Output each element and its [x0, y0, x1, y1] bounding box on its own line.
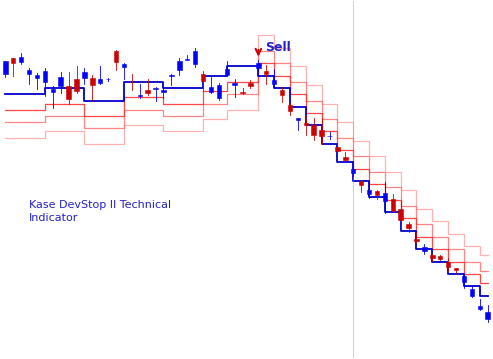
Bar — [280, 90, 284, 95]
Bar — [430, 255, 434, 258]
Bar — [390, 199, 395, 211]
Bar — [138, 95, 142, 96]
Bar — [470, 289, 474, 295]
Bar — [169, 75, 174, 76]
Bar — [67, 87, 71, 99]
Bar — [51, 89, 55, 92]
Bar — [122, 64, 126, 67]
Bar — [201, 74, 205, 81]
Bar — [59, 78, 63, 86]
Bar — [90, 78, 95, 84]
Bar — [161, 90, 166, 92]
Bar — [438, 256, 442, 259]
Bar — [414, 239, 419, 241]
Bar — [114, 51, 118, 62]
Bar — [454, 268, 458, 270]
Bar — [478, 306, 482, 309]
Bar — [232, 83, 237, 85]
Bar — [406, 224, 411, 228]
Bar — [351, 169, 355, 173]
Bar — [145, 90, 150, 93]
Bar — [224, 69, 229, 75]
Text: Sell: Sell — [265, 41, 290, 53]
Bar — [153, 88, 158, 89]
Bar — [43, 71, 47, 82]
Bar — [3, 61, 7, 74]
Text: Kase DevStop II Technical
Indicator: Kase DevStop II Technical Indicator — [29, 200, 171, 223]
Bar — [446, 262, 450, 267]
Bar — [98, 79, 103, 83]
Bar — [82, 72, 87, 78]
Bar — [422, 247, 426, 251]
Bar — [193, 51, 197, 64]
Bar — [319, 130, 324, 136]
Bar — [375, 191, 379, 195]
Bar — [248, 83, 253, 86]
Bar — [256, 63, 261, 67]
Bar — [19, 57, 23, 62]
Bar — [343, 157, 348, 160]
Bar — [359, 182, 363, 185]
Bar — [288, 105, 292, 111]
Bar — [74, 79, 79, 91]
Bar — [383, 194, 387, 201]
Bar — [11, 58, 15, 64]
Bar — [398, 209, 403, 220]
Bar — [486, 312, 490, 319]
Bar — [216, 85, 221, 98]
Bar — [264, 71, 269, 74]
Bar — [304, 122, 308, 125]
Bar — [35, 75, 39, 78]
Bar — [177, 61, 181, 70]
Bar — [272, 80, 277, 84]
Bar — [209, 87, 213, 92]
Bar — [296, 118, 300, 120]
Bar — [312, 125, 316, 135]
Bar — [367, 190, 371, 194]
Bar — [240, 92, 245, 93]
Bar — [27, 70, 31, 74]
Bar — [462, 276, 466, 281]
Bar — [335, 147, 340, 151]
Bar — [185, 59, 189, 60]
